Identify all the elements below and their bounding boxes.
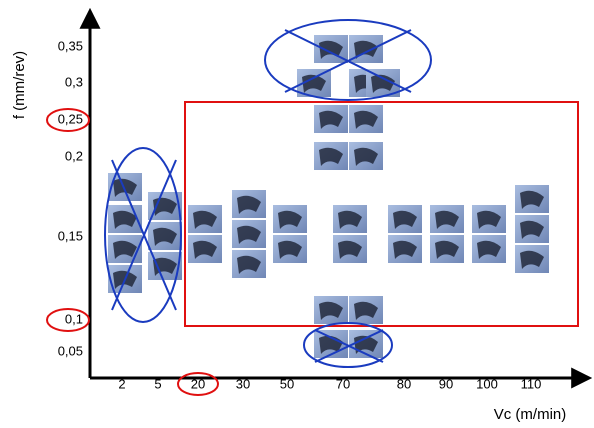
chip-shape: [393, 210, 417, 229]
region-box: [184, 101, 579, 327]
x-tick-label: 100: [476, 376, 498, 391]
x-tick-label: 90: [439, 376, 453, 391]
x-tick-label: 50: [280, 376, 294, 391]
chip-shape: [278, 240, 302, 259]
x-tick-label: 70: [336, 376, 350, 391]
chip-shape: [113, 240, 137, 259]
chip-shape: [435, 240, 459, 259]
chip-shape: [193, 210, 217, 229]
chip-images: [108, 35, 549, 358]
excluded-regions: [104, 19, 432, 368]
chip-shape: [278, 210, 302, 229]
x-tick-label: 2: [118, 376, 125, 391]
chip-shape: [354, 147, 378, 166]
chip-shape: [520, 250, 544, 269]
chip-shape: [319, 40, 343, 59]
y-tick-label: 0,3: [65, 74, 83, 89]
x-tick-label: 5: [154, 376, 161, 391]
y-tick-label: 0,2: [65, 148, 83, 163]
chip-shape: [338, 240, 362, 259]
chip-shape: [520, 220, 544, 239]
chip-shape: [435, 210, 459, 229]
x-tick-label: 80: [397, 376, 411, 391]
x-tick-label: 110: [521, 376, 542, 391]
chip-shape: [520, 190, 544, 209]
chip-shape: [113, 178, 137, 197]
chip-shape: [319, 110, 343, 129]
chip-shape: [338, 210, 362, 229]
chip-shape: [477, 210, 501, 229]
y-tick-label: 0,05: [58, 343, 83, 358]
y-axis-label: f (mm/rev): [11, 51, 28, 119]
chip-shape: [354, 110, 378, 129]
chip-shape: [319, 301, 343, 320]
x-tick-label: 30: [236, 376, 250, 391]
x-tick-label: 20: [191, 376, 205, 391]
highlight-circles: [46, 108, 219, 396]
y-tick-label: 0,35: [58, 38, 83, 53]
chip-shape: [153, 227, 177, 246]
chip-shape: [302, 74, 326, 93]
y-tick-label: 0,1: [65, 311, 83, 326]
chip-shape: [193, 240, 217, 259]
chip-shape: [354, 301, 378, 320]
x-axis-label: Vc (m/min): [494, 406, 567, 423]
y-tick-label: 0,15: [58, 228, 83, 243]
y-tick-label: 0,25: [58, 111, 83, 126]
chip-shape: [237, 195, 261, 214]
chip-shape: [237, 255, 261, 274]
chip-shape: [393, 240, 417, 259]
chip-shape: [237, 225, 261, 244]
chip-shape: [477, 240, 501, 259]
chip-shape: [319, 147, 343, 166]
chip-shape: [113, 210, 137, 229]
chip-shape: [371, 74, 395, 93]
